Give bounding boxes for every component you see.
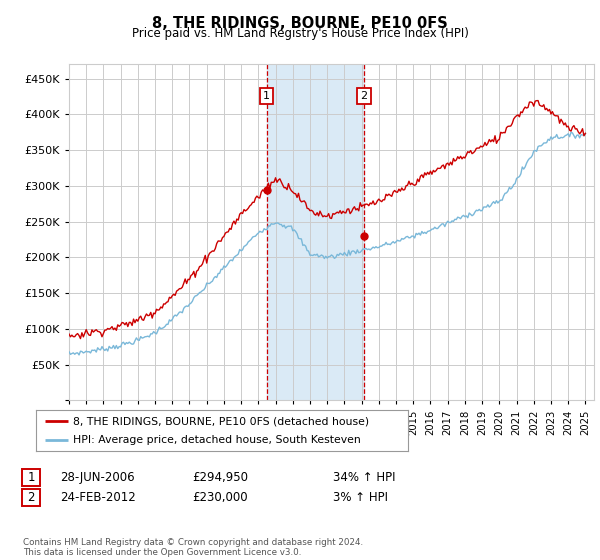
Bar <box>267 64 364 400</box>
Text: 1: 1 <box>263 91 270 101</box>
Text: 3% ↑ HPI: 3% ↑ HPI <box>333 491 388 504</box>
Text: 2: 2 <box>28 491 35 504</box>
Text: 2: 2 <box>361 91 368 101</box>
Text: 28-JUN-2006: 28-JUN-2006 <box>60 470 134 484</box>
Text: £230,000: £230,000 <box>192 491 248 504</box>
Text: £294,950: £294,950 <box>192 470 248 484</box>
Text: Price paid vs. HM Land Registry's House Price Index (HPI): Price paid vs. HM Land Registry's House … <box>131 27 469 40</box>
Text: 1: 1 <box>28 470 35 484</box>
Text: HPI: Average price, detached house, South Kesteven: HPI: Average price, detached house, Sout… <box>73 435 361 445</box>
Text: 8, THE RIDINGS, BOURNE, PE10 0FS: 8, THE RIDINGS, BOURNE, PE10 0FS <box>152 16 448 31</box>
Text: 34% ↑ HPI: 34% ↑ HPI <box>333 470 395 484</box>
Text: Contains HM Land Registry data © Crown copyright and database right 2024.
This d: Contains HM Land Registry data © Crown c… <box>23 538 363 557</box>
Text: 8, THE RIDINGS, BOURNE, PE10 0FS (detached house): 8, THE RIDINGS, BOURNE, PE10 0FS (detach… <box>73 417 370 426</box>
Text: 24-FEB-2012: 24-FEB-2012 <box>60 491 136 504</box>
